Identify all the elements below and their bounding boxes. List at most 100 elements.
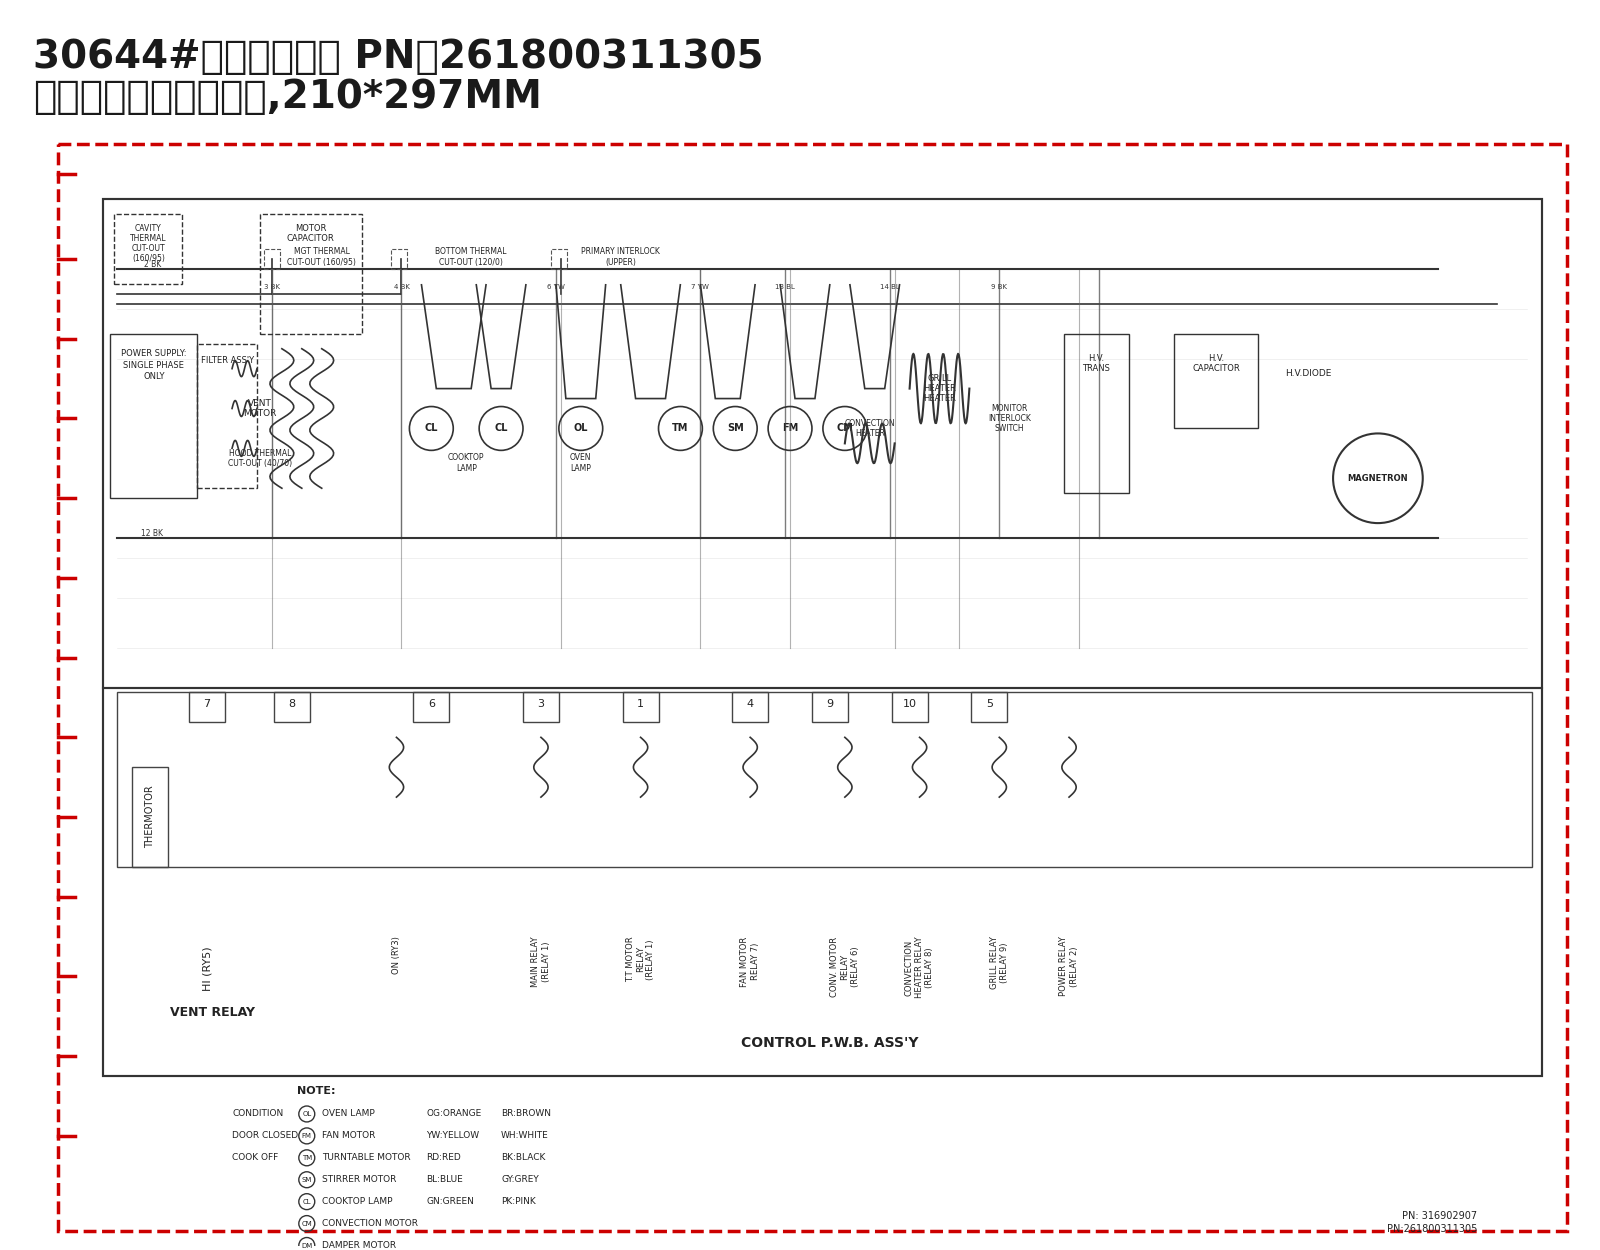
Text: FAN MOTOR
RELAY 7): FAN MOTOR RELAY 7) xyxy=(741,936,760,986)
Text: OVEN
LAMP: OVEN LAMP xyxy=(570,454,592,472)
Text: GN:GREEN: GN:GREEN xyxy=(426,1198,474,1206)
Bar xyxy=(197,344,258,489)
Text: TM: TM xyxy=(672,424,688,434)
Text: CL: CL xyxy=(302,1199,310,1205)
Bar xyxy=(622,693,659,722)
Text: 4 BK: 4 BK xyxy=(394,284,410,290)
Text: MOTOR: MOTOR xyxy=(294,224,326,234)
Text: CM: CM xyxy=(301,1220,312,1226)
Text: 4: 4 xyxy=(747,700,754,710)
Text: CONTROL P.W.B. ASS'Y: CONTROL P.W.B. ASS'Y xyxy=(741,1036,918,1050)
Text: POWER RELAY
(RELAY 2): POWER RELAY (RELAY 2) xyxy=(1059,936,1078,996)
Text: OL: OL xyxy=(302,1111,312,1118)
Bar xyxy=(110,334,197,499)
Text: 3: 3 xyxy=(538,700,544,710)
Text: 10: 10 xyxy=(902,700,917,710)
Text: DOOR CLOSED: DOOR CLOSED xyxy=(232,1131,298,1140)
Text: PK:PINK: PK:PINK xyxy=(501,1198,536,1206)
Text: BOTTOM THERMAL
CUT-OUT (120/0): BOTTOM THERMAL CUT-OUT (120/0) xyxy=(435,248,507,266)
Text: CAPACITOR: CAPACITOR xyxy=(286,234,334,244)
Text: DAMPER MOTOR: DAMPER MOTOR xyxy=(322,1241,395,1250)
Bar xyxy=(1174,334,1258,429)
Text: 12 BK: 12 BK xyxy=(141,529,163,538)
Bar xyxy=(115,214,182,284)
Text: 7: 7 xyxy=(203,700,211,710)
Text: TURNTABLE MOTOR: TURNTABLE MOTOR xyxy=(322,1154,410,1162)
Text: 30644#电路图说明书 PN：261800311305: 30644#电路图说明书 PN：261800311305 xyxy=(32,38,763,76)
Bar xyxy=(413,693,450,722)
Text: ON (RY3): ON (RY3) xyxy=(392,936,402,975)
Text: 3 BK: 3 BK xyxy=(264,284,280,290)
Bar xyxy=(392,249,408,269)
Text: GY:GREY: GY:GREY xyxy=(501,1175,539,1184)
Text: MGT THERMAL
CUT-OUT (160/95): MGT THERMAL CUT-OUT (160/95) xyxy=(288,248,357,266)
Text: H.V.
CAPACITOR: H.V. CAPACITOR xyxy=(1192,354,1240,372)
Text: CONV. MOTOR
RELAY
(RELAY 6): CONV. MOTOR RELAY (RELAY 6) xyxy=(830,936,859,996)
Text: TM: TM xyxy=(302,1155,312,1161)
Text: CL: CL xyxy=(494,424,507,434)
Text: CONVECTION
HEATER RELAY
(RELAY 8): CONVECTION HEATER RELAY (RELAY 8) xyxy=(904,936,934,999)
Text: OG:ORANGE: OG:ORANGE xyxy=(426,1110,482,1119)
Bar xyxy=(189,693,226,722)
Text: BL:BLUE: BL:BLUE xyxy=(426,1175,462,1184)
Text: PN:261800311305: PN:261800311305 xyxy=(1387,1224,1477,1234)
Text: 13 BL: 13 BL xyxy=(774,284,795,290)
Text: OL: OL xyxy=(573,424,589,434)
Text: 9: 9 xyxy=(826,700,834,710)
Text: VENT
MOTOR: VENT MOTOR xyxy=(243,399,277,419)
Text: BR:BROWN: BR:BROWN xyxy=(501,1110,550,1119)
Text: POWER SUPPLY:: POWER SUPPLY: xyxy=(122,349,187,358)
Bar xyxy=(733,693,768,722)
Text: HI (RY5): HI (RY5) xyxy=(202,946,213,991)
Text: MAIN RELAY
(RELAY 1): MAIN RELAY (RELAY 1) xyxy=(531,936,550,988)
Text: 2 BK: 2 BK xyxy=(144,260,162,269)
Text: FM: FM xyxy=(302,1132,312,1139)
Bar xyxy=(264,249,280,269)
Bar xyxy=(523,693,558,722)
Text: SM: SM xyxy=(726,424,744,434)
Text: COOK OFF: COOK OFF xyxy=(232,1154,278,1162)
Text: 客版英文，普通双胶纸,210*297MM: 客版英文，普通双胶纸,210*297MM xyxy=(32,78,542,116)
Text: VENT RELAY: VENT RELAY xyxy=(170,1006,254,1019)
Text: 6 YW: 6 YW xyxy=(547,284,565,290)
Text: PRIMARY INTERLOCK
(UPPER): PRIMARY INTERLOCK (UPPER) xyxy=(581,248,661,266)
Text: GRILL RELAY
(RELAY 9): GRILL RELAY (RELAY 9) xyxy=(989,936,1010,990)
Text: H.V.
TRANS: H.V. TRANS xyxy=(1083,354,1110,372)
Text: PN: 316902907: PN: 316902907 xyxy=(1403,1210,1477,1220)
Text: CL: CL xyxy=(424,424,438,434)
Text: COOKTOP
LAMP: COOKTOP LAMP xyxy=(448,454,485,472)
Text: T.T MOTOR
RELAY
(RELAY 1): T.T MOTOR RELAY (RELAY 1) xyxy=(626,936,656,982)
Text: CAVITY: CAVITY xyxy=(134,224,162,234)
Bar xyxy=(133,768,168,866)
Text: SM: SM xyxy=(301,1176,312,1182)
Bar xyxy=(117,693,1533,866)
Bar xyxy=(891,693,928,722)
Text: 9 BK: 9 BK xyxy=(992,284,1008,290)
Text: WH:WHITE: WH:WHITE xyxy=(501,1131,549,1140)
Bar xyxy=(1064,334,1130,494)
Text: SINGLE PHASE: SINGLE PHASE xyxy=(123,361,184,370)
Text: BK:BLACK: BK:BLACK xyxy=(501,1154,546,1162)
Text: DM: DM xyxy=(301,1242,312,1249)
Text: RD:RED: RD:RED xyxy=(426,1154,461,1162)
Text: OVEN LAMP: OVEN LAMP xyxy=(322,1110,374,1119)
Text: YW:YELLOW: YW:YELLOW xyxy=(426,1131,480,1140)
Text: 5: 5 xyxy=(986,700,994,710)
Text: CUT-OUT: CUT-OUT xyxy=(131,244,165,252)
Text: MAGNETRON: MAGNETRON xyxy=(1347,474,1408,482)
Text: COOKTOP LAMP: COOKTOP LAMP xyxy=(322,1198,392,1206)
Text: STIRRER MOTOR: STIRRER MOTOR xyxy=(322,1175,397,1184)
Text: 8: 8 xyxy=(288,700,296,710)
Bar xyxy=(259,214,362,334)
Text: HOOD THERMAL
CUT-OUT (40/70): HOOD THERMAL CUT-OUT (40/70) xyxy=(227,449,293,468)
Text: MONITOR
INTERLOCK
SWITCH: MONITOR INTERLOCK SWITCH xyxy=(987,404,1030,434)
Text: THERMAL: THERMAL xyxy=(130,234,166,244)
Text: ONLY: ONLY xyxy=(142,371,165,381)
Text: 14 BL: 14 BL xyxy=(880,284,899,290)
Text: H.V.DIODE: H.V.DIODE xyxy=(1285,369,1331,378)
Bar xyxy=(811,693,848,722)
Text: NOTE:: NOTE: xyxy=(298,1086,336,1096)
Text: FAN MOTOR: FAN MOTOR xyxy=(322,1131,374,1140)
Text: 1: 1 xyxy=(637,700,645,710)
Text: THERMOTOR: THERMOTOR xyxy=(146,786,155,849)
